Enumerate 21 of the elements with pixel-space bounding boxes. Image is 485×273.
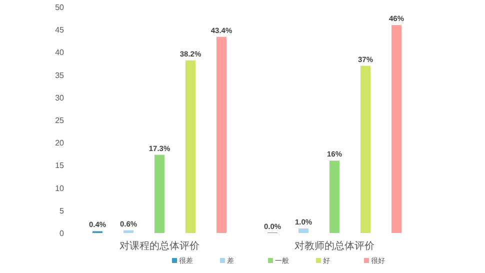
x-tick-label: 对教师的总体评价	[294, 240, 374, 252]
bar	[154, 154, 164, 233]
y-tick-label: 45	[55, 26, 65, 35]
y-tick-label: 50	[55, 3, 65, 12]
x-tick-label: 对课程的总体评价	[120, 240, 200, 252]
bar	[216, 36, 226, 233]
bar	[298, 228, 308, 233]
bar	[186, 60, 196, 233]
bar	[330, 160, 340, 233]
y-tick-label: 10	[55, 184, 65, 193]
y-tick-label: 25	[55, 116, 65, 125]
y-tick-label: 15	[55, 161, 65, 170]
y-tick-label: 30	[55, 93, 65, 102]
y-tick-label: 35	[55, 70, 65, 80]
bar	[392, 25, 402, 233]
y-tick-label: 0	[60, 229, 65, 238]
bar	[360, 66, 370, 233]
y-tick-label: 20	[55, 138, 65, 148]
y-tick-label: 5	[60, 206, 65, 216]
bar	[124, 230, 134, 233]
y-tick-label: 40	[55, 48, 65, 58]
